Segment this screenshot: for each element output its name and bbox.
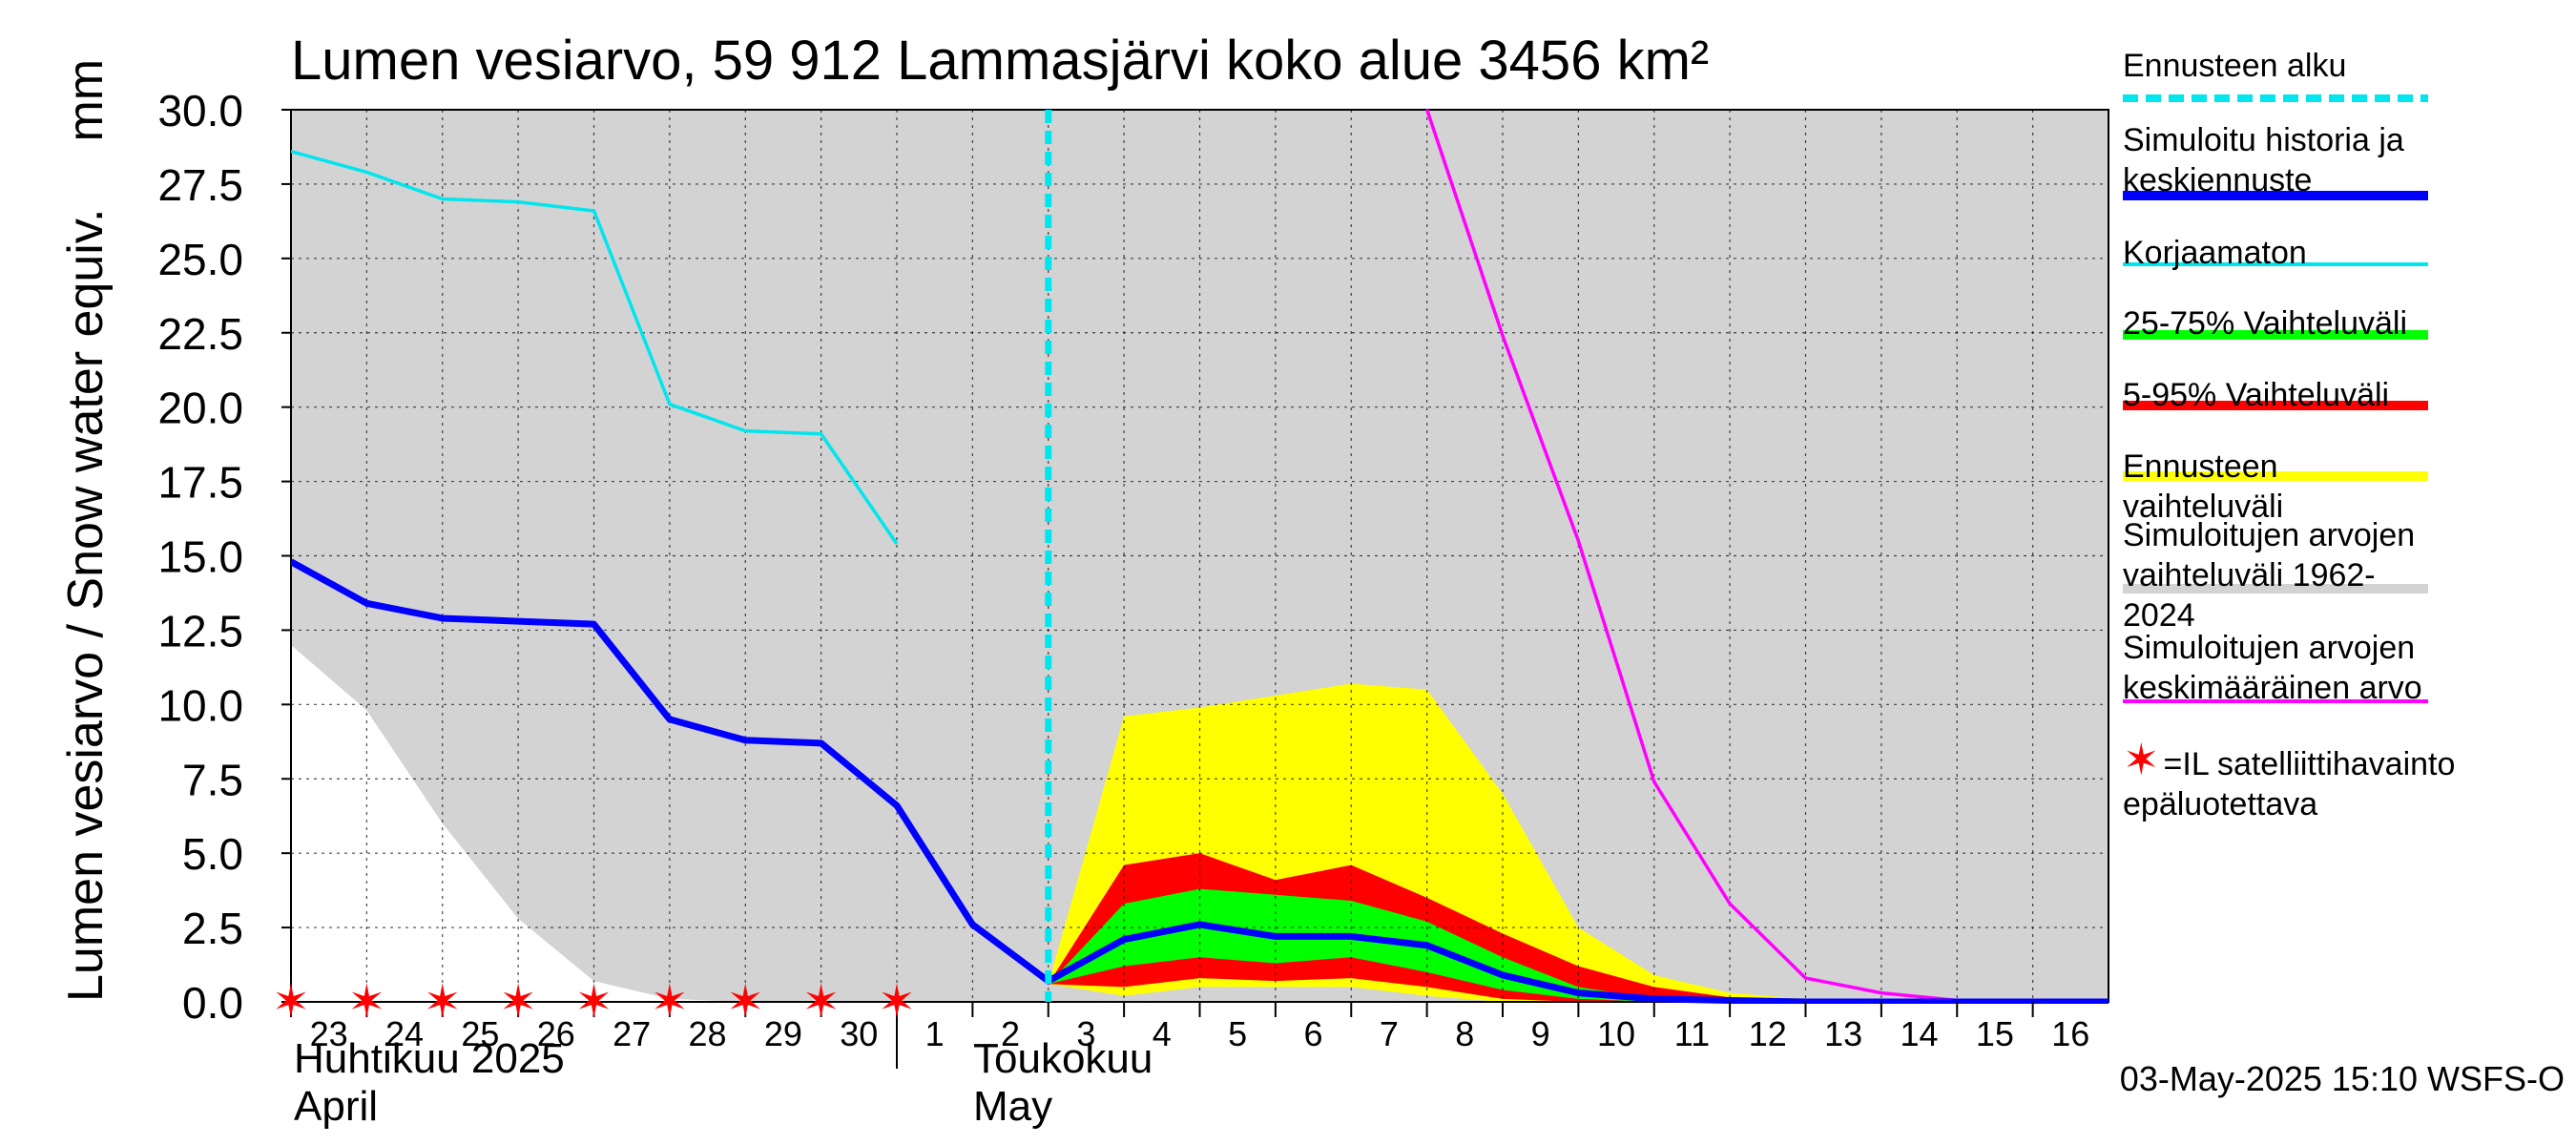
x-tick-label: 1: [925, 1014, 945, 1053]
y-tick-label: 22.5: [157, 309, 243, 359]
x-tick-label: 10: [1597, 1014, 1635, 1053]
x-tick-label: 11: [1674, 1014, 1710, 1053]
x-tick-label: 8: [1455, 1014, 1474, 1053]
x-tick-label: 14: [1901, 1014, 1939, 1053]
month-label-may: Toukokuu May: [973, 1035, 1153, 1131]
legend-item-forecast-range: Ennusteen vaihteluväli: [2123, 447, 2428, 527]
x-tick-label: 15: [1976, 1014, 2014, 1053]
x-tick-label: 23: [310, 1014, 348, 1053]
y-tick-label: 0.0: [182, 978, 243, 1028]
satellite-observation-star: ✶: [878, 975, 916, 1029]
x-tick-label: 5: [1228, 1014, 1247, 1053]
x-tick-label: 2: [1001, 1014, 1020, 1053]
legend-item-uncorrected: Korjaamaton: [2123, 233, 2428, 273]
month-label-en: April: [294, 1083, 379, 1130]
y-tick-label: 30.0: [157, 86, 243, 135]
y-tick-label: 12.5: [157, 606, 243, 656]
satellite-observation-star: ✶: [726, 975, 764, 1029]
y-tick-label: 25.0: [157, 235, 243, 284]
x-tick-label: 9: [1531, 1014, 1550, 1053]
footer-timestamp: 03-May-2025 15:10 WSFS-O: [2119, 1059, 2565, 1098]
y-tick-label: 17.5: [157, 458, 243, 508]
x-tick-label: 7: [1380, 1014, 1399, 1053]
x-tick-label: 29: [764, 1014, 802, 1053]
x-tick-label: 6: [1304, 1014, 1323, 1053]
month-label-fi: Toukokuu: [973, 1035, 1153, 1082]
satellite-observation-star: ✶: [574, 975, 613, 1029]
y-tick-label: 10.0: [157, 680, 243, 730]
x-tick-label: 4: [1153, 1014, 1172, 1053]
y-tick-label: 7.5: [182, 755, 243, 804]
x-tick-label: 13: [1824, 1014, 1862, 1053]
x-tick-label: 16: [2051, 1014, 2089, 1053]
month-label-en: May: [973, 1083, 1053, 1130]
legend-item-5-95: 5-95% Vaihteluväli: [2123, 375, 2428, 415]
range-25-75-band: [1048, 888, 2109, 1002]
legend-label: Simuloitujen arvojen keskimääräinen arvo: [2123, 630, 2422, 706]
satellite-observation-star: ✶: [347, 975, 385, 1029]
uncorrected-line: [291, 149, 899, 546]
x-tick-label: 24: [385, 1014, 424, 1053]
x-tick-label: 30: [840, 1014, 878, 1053]
satellite-observation-star: ✶: [272, 975, 310, 1029]
x-tick-label: 26: [537, 1014, 575, 1053]
legend-label: Korjaamaton: [2123, 235, 2307, 271]
legend-item-historical-mean: Simuloitujen arvojen keskimääräinen arvo: [2123, 628, 2428, 708]
legend-label: Simuloitu historia ja keskiennuste: [2123, 122, 2404, 198]
satellite-observation-star: ✶: [802, 975, 841, 1029]
y-tick-label: 15.0: [157, 532, 243, 582]
y-tick-label: 27.5: [157, 160, 243, 210]
satellite-observation-star: ✶: [499, 975, 537, 1029]
legend-label: 5-95% Vaihteluväli: [2123, 377, 2390, 413]
range-5-95-band: [1048, 853, 2109, 1002]
legend-label: Ennusteen vaihteluväli: [2123, 448, 2284, 525]
satellite-note: ✶ =IL satelliittihavainto epäluotettava: [2123, 738, 2456, 824]
month-label-fi: Huhtikuu 2025: [294, 1035, 565, 1082]
month-label-april: Huhtikuu 2025 April: [294, 1035, 565, 1131]
chart-title: Lumen vesiarvo, 59 912 Lammasjärvi koko …: [291, 30, 1710, 92]
legend-item-historical-range: Simuloitujen arvojen vaihteluväli 1962-2…: [2123, 515, 2428, 635]
satellite-observation-star: ✶: [651, 975, 689, 1029]
y-tick-label: 5.0: [182, 829, 243, 879]
x-tick-label: 27: [613, 1014, 651, 1053]
x-tick-label: 25: [461, 1014, 499, 1053]
x-tick-label: 28: [689, 1014, 727, 1053]
satellite-observation-star: ✶: [424, 975, 462, 1029]
x-tick-label: 12: [1749, 1014, 1787, 1053]
x-tick-label: 3: [1076, 1014, 1095, 1053]
legend-label: 25-75% Vaihteluväli: [2123, 305, 2407, 342]
y-tick-label: 20.0: [157, 384, 243, 433]
satellite-note-text: =IL satelliittihavainto epäluotettava: [2123, 746, 2456, 822]
legend-label: Ennusteen alku: [2123, 48, 2347, 84]
y-tick-label: 2.5: [182, 904, 243, 953]
legend-item-simulated-history: Simuloitu historia ja keskiennuste: [2123, 120, 2428, 200]
legend-label: Simuloitujen arvojen vaihteluväli 1962-2…: [2123, 517, 2416, 634]
legend-item-forecast-start: Ennusteen alku: [2123, 46, 2428, 86]
satellite-star-icon: ✶: [2123, 735, 2160, 784]
legend-item-25-75: 25-75% Vaihteluväli: [2123, 303, 2428, 344]
